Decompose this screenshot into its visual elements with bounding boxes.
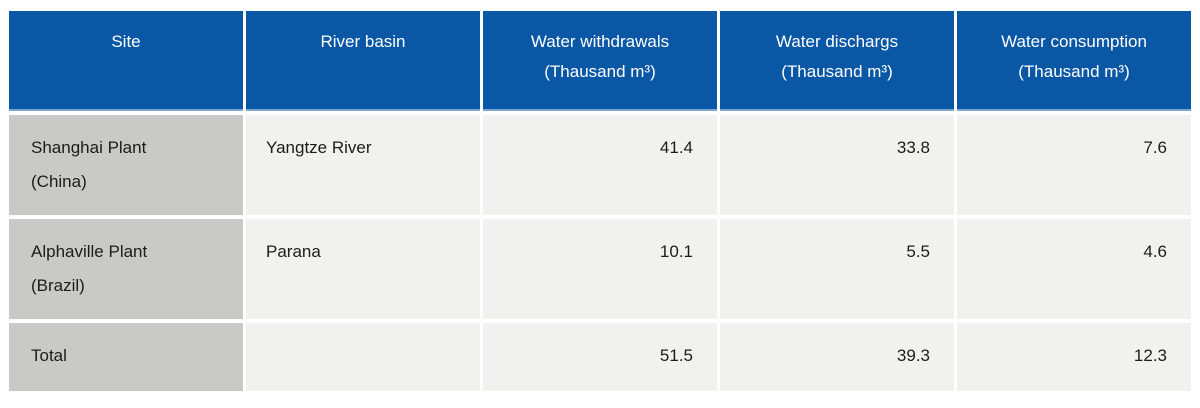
header-water-consumption-unit: (Thausand m³) xyxy=(1018,62,1130,81)
cell-site: Alphaville Plant (Brazil) xyxy=(9,219,243,319)
header-river-basin: River basin xyxy=(246,11,480,111)
site-country: (Brazil) xyxy=(31,276,85,295)
header-water-consumption: Water consumption (Thausand m³) xyxy=(957,11,1191,111)
header-water-withdrawals-label: Water withdrawals xyxy=(530,32,670,51)
cell-withdrawals: 10.1 xyxy=(483,219,717,319)
header-water-discharges-unit: (Thausand m³) xyxy=(781,62,893,81)
header-site-label: Site xyxy=(111,32,141,51)
cell-discharges: 5.5 xyxy=(720,219,954,319)
header-water-withdrawals-unit: (Thausand m³) xyxy=(544,62,656,81)
cell-consumption: 7.6 xyxy=(957,115,1191,215)
header-water-discharges: Water dischargs (Thausand m³) xyxy=(720,11,954,111)
table-row-alphaville: Alphaville Plant (Brazil) Parana 10.1 5.… xyxy=(9,219,1191,319)
header-row: Site River basin Water withdrawals (Thau… xyxy=(9,11,1191,111)
cell-total-label: Total xyxy=(9,323,243,391)
cell-consumption: 4.6 xyxy=(957,219,1191,319)
water-data-table-container: Site River basin Water withdrawals (Thau… xyxy=(6,7,1194,395)
header-site: Site xyxy=(9,11,243,111)
site-name: Shanghai Plant xyxy=(31,138,147,157)
cell-river-basin-empty xyxy=(246,323,480,391)
table-row-shanghai: Shanghai Plant (China) Yangtze River 41.… xyxy=(9,115,1191,215)
cell-discharges: 33.8 xyxy=(720,115,954,215)
cell-total-consumption: 12.3 xyxy=(957,323,1191,391)
header-water-discharges-label: Water dischargs xyxy=(775,32,899,51)
cell-total-discharges: 39.3 xyxy=(720,323,954,391)
cell-river-basin: Yangtze River xyxy=(246,115,480,215)
water-data-table: Site River basin Water withdrawals (Thau… xyxy=(6,7,1194,395)
table-row-total: Total 51.5 39.3 12.3 xyxy=(9,323,1191,391)
cell-river-basin: Parana xyxy=(246,219,480,319)
header-water-consumption-label: Water consumption xyxy=(1001,32,1147,51)
header-river-basin-label: River basin xyxy=(320,32,406,51)
header-water-withdrawals: Water withdrawals (Thausand m³) xyxy=(483,11,717,111)
cell-site: Shanghai Plant (China) xyxy=(9,115,243,215)
cell-total-withdrawals: 51.5 xyxy=(483,323,717,391)
cell-withdrawals: 41.4 xyxy=(483,115,717,215)
site-name: Alphaville Plant xyxy=(31,242,148,261)
site-country: (China) xyxy=(31,172,87,191)
